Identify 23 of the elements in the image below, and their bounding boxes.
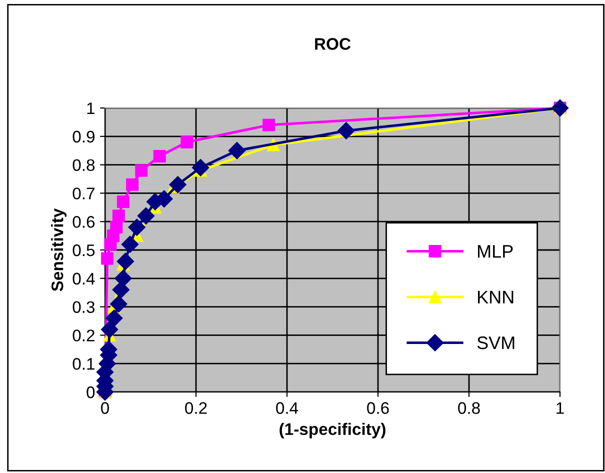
y-tick-label: 0.4 [72,272,95,285]
x-tick-label: 1 [556,402,564,414]
y-tick-label: 0.7 [72,188,94,200]
y-tick-label: 0.3 [72,301,95,314]
x-tick-label: 0.2 [185,402,207,414]
y-tick-label: 0.6 [72,216,95,228]
x-tick-label: 0.4 [276,402,298,414]
chart-title: ROC [315,38,351,50]
y-axis-title: Sensitivity [51,208,67,292]
y-tick-label: 0 [86,386,95,398]
legend-label: KNN [478,290,514,304]
x-tick-label: 0.8 [458,402,480,414]
y-tick-label: 0.2 [72,330,94,342]
legend-label: MLP [478,245,513,258]
y-tick-label: 0.9 [72,130,94,143]
x-tick-label: 0.6 [367,402,389,414]
y-tick-label: 0.8 [72,159,95,172]
y-tick-label: 1 [87,102,94,114]
y-tick-label: 0.5 [72,244,95,256]
x-axis-title: (1-specificity) [280,422,386,438]
legend-label: SVM [477,336,514,350]
y-tick-label: 0.1 [72,358,94,370]
x-tick-label: 0 [101,402,109,414]
